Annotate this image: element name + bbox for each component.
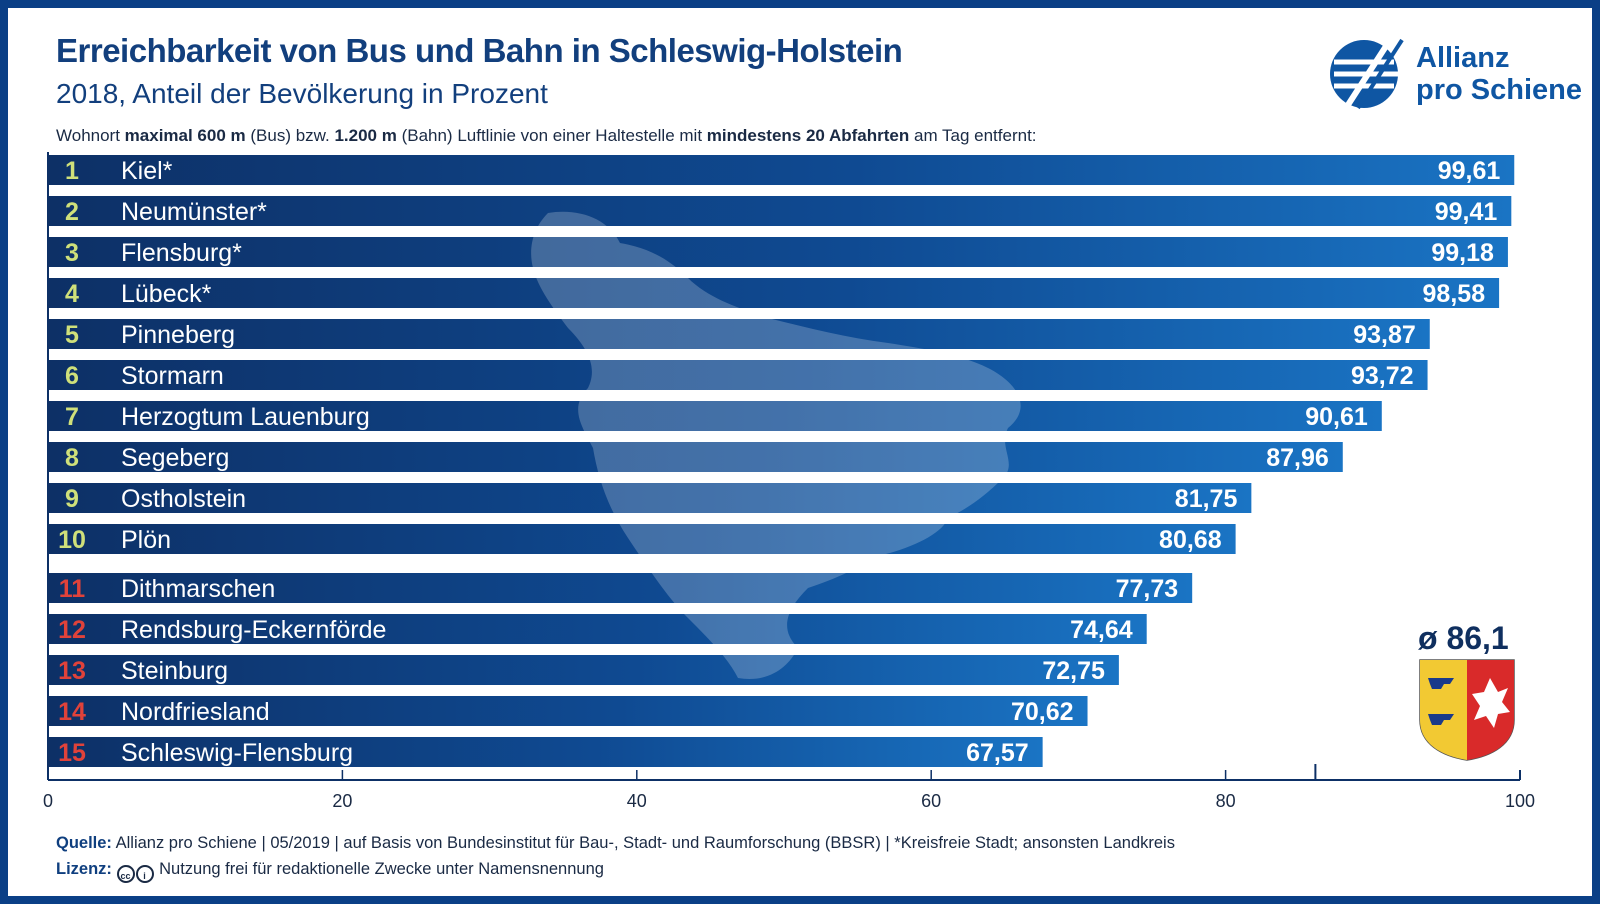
bar xyxy=(48,237,1508,267)
rank-label: 15 xyxy=(58,739,86,767)
bar xyxy=(48,524,1236,554)
bar xyxy=(48,483,1252,513)
description-bold: 1.200 m xyxy=(334,126,397,145)
category-label: Nordfriesland xyxy=(121,698,270,726)
category-label: Flensburg* xyxy=(121,239,242,267)
rank-label: 5 xyxy=(65,321,79,349)
description-part: Wohnort xyxy=(56,126,125,145)
value-label: 99,18 xyxy=(1431,239,1494,267)
schleswig-holstein-coat-of-arms-icon xyxy=(1419,659,1515,761)
x-tick-label: 60 xyxy=(921,791,941,811)
value-label: 72,75 xyxy=(1042,657,1105,685)
bar xyxy=(48,737,1043,767)
bar xyxy=(48,155,1515,185)
category-label: Rendsburg-Eckernförde xyxy=(121,616,386,644)
rank-label: 6 xyxy=(65,362,79,390)
rank-label: 12 xyxy=(58,616,86,644)
x-tick-label: 20 xyxy=(332,791,352,811)
category-label: Dithmarschen xyxy=(121,575,275,603)
license-note: Lizenz: cc i Nutzung frei für redaktionel… xyxy=(56,860,604,883)
bar xyxy=(48,278,1500,308)
x-tick-label: 100 xyxy=(1505,791,1535,811)
bar xyxy=(48,401,1382,431)
rank-label: 4 xyxy=(65,280,79,308)
bar xyxy=(48,196,1512,226)
value-label: 70,62 xyxy=(1011,698,1074,726)
category-label: Steinburg xyxy=(121,657,228,685)
source-text: Allianz pro Schiene | 05/2019 | auf Basi… xyxy=(111,834,1175,852)
category-label: Segeberg xyxy=(121,444,229,472)
value-label: 67,57 xyxy=(966,739,1029,767)
rank-label: 7 xyxy=(65,403,79,431)
description-bold: mindestens 20 Abfahrten xyxy=(706,126,910,145)
value-label: 99,61 xyxy=(1438,157,1501,185)
category-label: Pinneberg xyxy=(121,321,235,349)
x-tick-label: 40 xyxy=(627,791,647,811)
rank-label: 2 xyxy=(65,198,79,226)
value-label: 81,75 xyxy=(1175,485,1238,513)
bar xyxy=(48,573,1193,603)
bar xyxy=(48,696,1088,726)
value-label: 90,61 xyxy=(1305,403,1368,431)
value-label: 98,58 xyxy=(1423,280,1486,308)
category-label: Kiel* xyxy=(121,157,173,185)
bar xyxy=(48,614,1147,644)
rank-label: 3 xyxy=(65,239,79,267)
rank-label: 11 xyxy=(59,575,86,603)
rank-label: 14 xyxy=(58,698,86,726)
logo-line-2: pro Schiene xyxy=(1416,74,1582,106)
rank-label: 13 xyxy=(58,657,86,685)
value-label: 93,87 xyxy=(1353,321,1416,349)
category-label: Herzogtum Lauenburg xyxy=(121,403,370,431)
bar xyxy=(48,360,1428,390)
allianz-pro-schiene-logo-icon xyxy=(1330,38,1404,110)
value-label: 80,68 xyxy=(1159,526,1222,554)
description-bold: maximal 600 m xyxy=(124,126,246,145)
value-label: 77,73 xyxy=(1116,575,1179,603)
description-part: (Bahn) Luftlinie von einer Haltestelle m… xyxy=(396,126,707,145)
logo-line-1: Allianz xyxy=(1416,42,1510,74)
value-label: 87,96 xyxy=(1266,444,1329,472)
x-tick-label: 0 xyxy=(43,791,53,811)
bar xyxy=(48,319,1430,349)
rank-label: 9 xyxy=(65,485,79,513)
value-label: 93,72 xyxy=(1351,362,1414,390)
license-text: Nutzung frei für redaktionelle Zwecke un… xyxy=(154,860,604,878)
value-label: 74,64 xyxy=(1070,616,1133,644)
chart-description: Wohnort maximal 600 m (Bus) bzw. 1.200 m… xyxy=(56,126,1037,146)
x-tick-label: 80 xyxy=(1216,791,1236,811)
rank-label: 1 xyxy=(65,157,79,185)
category-label: Neumünster* xyxy=(121,198,267,226)
chart-subtitle: 2018, Anteil der Bevölkerung in Prozent xyxy=(56,78,548,109)
source-label: Quelle: xyxy=(56,834,112,852)
bar xyxy=(48,655,1119,685)
category-label: Stormarn xyxy=(121,362,224,390)
map-silhouette xyxy=(531,211,1021,679)
source-note: Quelle: Allianz pro Schiene | 05/2019 | … xyxy=(56,834,1175,853)
description-part: am Tag entfernt: xyxy=(909,126,1037,145)
bar-chart: 1 Kiel* 99,61 2 Neumünster* 99,41 3 Flensburg* 9… xyxy=(43,152,1535,811)
license-label: Lizenz: xyxy=(56,860,112,878)
category-label: Lübeck* xyxy=(121,280,212,308)
average-value: ø 86,1 xyxy=(1418,620,1509,656)
category-label: Plön xyxy=(121,526,171,554)
allianz-pro-schiene-logo: Allianz pro Schiene xyxy=(1328,36,1582,116)
value-label: 99,41 xyxy=(1435,198,1498,226)
rank-label: 8 xyxy=(65,444,79,472)
cc-icon: cc xyxy=(116,865,135,883)
attribution-icon: i xyxy=(135,865,154,883)
description-part: (Bus) bzw. xyxy=(245,126,335,145)
logo-text: Allianz pro Schiene xyxy=(1416,42,1582,106)
rank-label: 10 xyxy=(58,526,86,554)
category-label: Ostholstein xyxy=(121,485,246,513)
chart-title: Erreichbarkeit von Bus und Bahn in Schle… xyxy=(56,32,903,69)
category-label: Schleswig-Flensburg xyxy=(121,739,353,767)
bar xyxy=(48,442,1343,472)
